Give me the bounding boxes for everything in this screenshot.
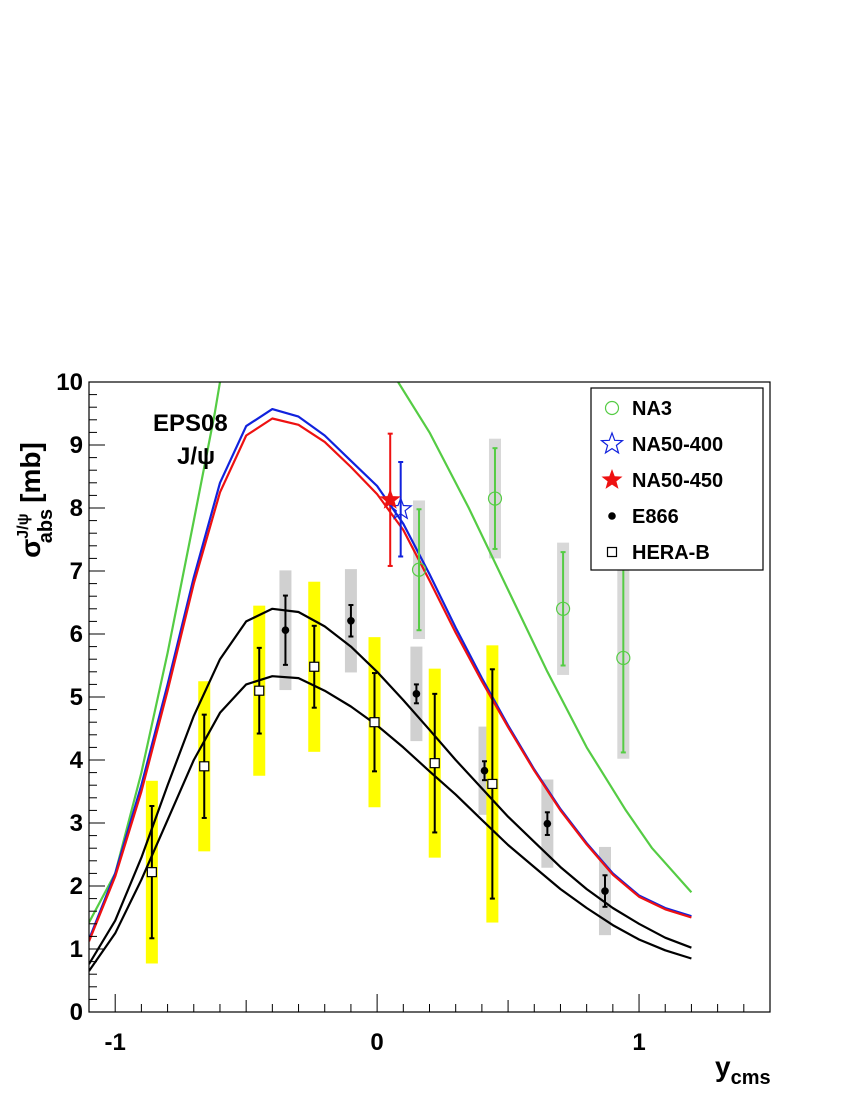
legend-box xyxy=(590,387,764,571)
na3-marker-3 xyxy=(616,650,631,666)
y-tick-label: 6 xyxy=(70,621,83,648)
axis-ticks: 0 1 2 3 4 5 6 7 8 9 10 -1 0 1 xyxy=(56,369,771,1056)
y-tick-label: 2 xyxy=(70,873,83,900)
legend-label-e866: E866 xyxy=(632,506,679,528)
legend: NA3 NA50-400 NA50-450 E866 HERA-B xyxy=(590,387,764,571)
data-markers xyxy=(146,488,631,895)
na50-450-marker-0 xyxy=(379,488,401,509)
x-tick-label: 0 xyxy=(370,1029,383,1056)
e866-marker-2 xyxy=(412,690,421,698)
na3-marker-1 xyxy=(487,491,503,506)
na3-marker-2 xyxy=(555,601,571,616)
x-tick-label: -1 xyxy=(105,1029,126,1056)
x-axis-title: ycms xyxy=(715,1051,771,1089)
hera-b-marker-2 xyxy=(254,685,265,696)
y-tick-label: 8 xyxy=(70,495,83,522)
y-axis-title-unit: [mb] xyxy=(15,442,46,503)
legend-label-na3: NA3 xyxy=(632,398,672,420)
e866-marker-1 xyxy=(347,616,355,625)
e866-marker-5 xyxy=(601,887,609,895)
hera-b-marker-0 xyxy=(146,867,157,878)
legend-marker-na50-450 xyxy=(601,469,623,489)
curve-green-right xyxy=(397,382,693,894)
y-tick-label: 9 xyxy=(70,432,83,459)
annotation-eps08: EPS08 xyxy=(153,410,228,437)
na3-marker-0 xyxy=(411,562,427,577)
hera-b-marker-5 xyxy=(429,758,440,769)
legend-label-na50-450: NA50-450 xyxy=(632,470,723,492)
hera-b-marker-6 xyxy=(487,778,498,790)
curve-black-upper xyxy=(89,607,692,965)
curve-black-lower xyxy=(89,675,692,972)
y-tick-label: 4 xyxy=(70,747,84,774)
x-axis-title-sub: cms xyxy=(731,1067,771,1089)
e866-marker-0 xyxy=(281,626,290,635)
hera-b-marker-1 xyxy=(199,761,210,772)
y-axis-title-sub: abs xyxy=(35,509,57,543)
x-axis-title-main: y xyxy=(715,1051,731,1082)
hera-b-marker-3 xyxy=(309,661,320,672)
y-tick-label: 0 xyxy=(70,999,83,1026)
hera-b-marker-4 xyxy=(369,717,380,728)
y-tick-label: 10 xyxy=(56,369,83,396)
x-tick-label: 1 xyxy=(632,1029,645,1056)
y-axis-title-sup: J/ψ xyxy=(15,513,32,538)
annotation-jpsi: J/ψ xyxy=(177,443,215,470)
e866-marker-4 xyxy=(543,819,552,828)
legend-items: NA3 NA50-400 NA50-450 E866 HERA-B xyxy=(599,398,723,564)
legend-marker-hera-b xyxy=(606,546,618,558)
y-tick-label: 3 xyxy=(70,810,83,837)
legend-marker-na3 xyxy=(604,400,620,416)
legend-label-na50-400: NA50-400 xyxy=(632,434,723,456)
y-tick-label: 7 xyxy=(70,558,83,585)
y-tick-label: 5 xyxy=(70,684,83,711)
e866-marker-3 xyxy=(480,766,489,775)
y-axis-title: σJ/ψ abs [mb] xyxy=(15,442,57,558)
legend-label-hera-b: HERA-B xyxy=(632,542,710,564)
y-tick-label: 1 xyxy=(70,936,83,963)
legend-marker-na50-400 xyxy=(599,431,625,455)
y-axis-title-main: σ xyxy=(15,539,46,558)
legend-marker-e866 xyxy=(608,512,616,520)
